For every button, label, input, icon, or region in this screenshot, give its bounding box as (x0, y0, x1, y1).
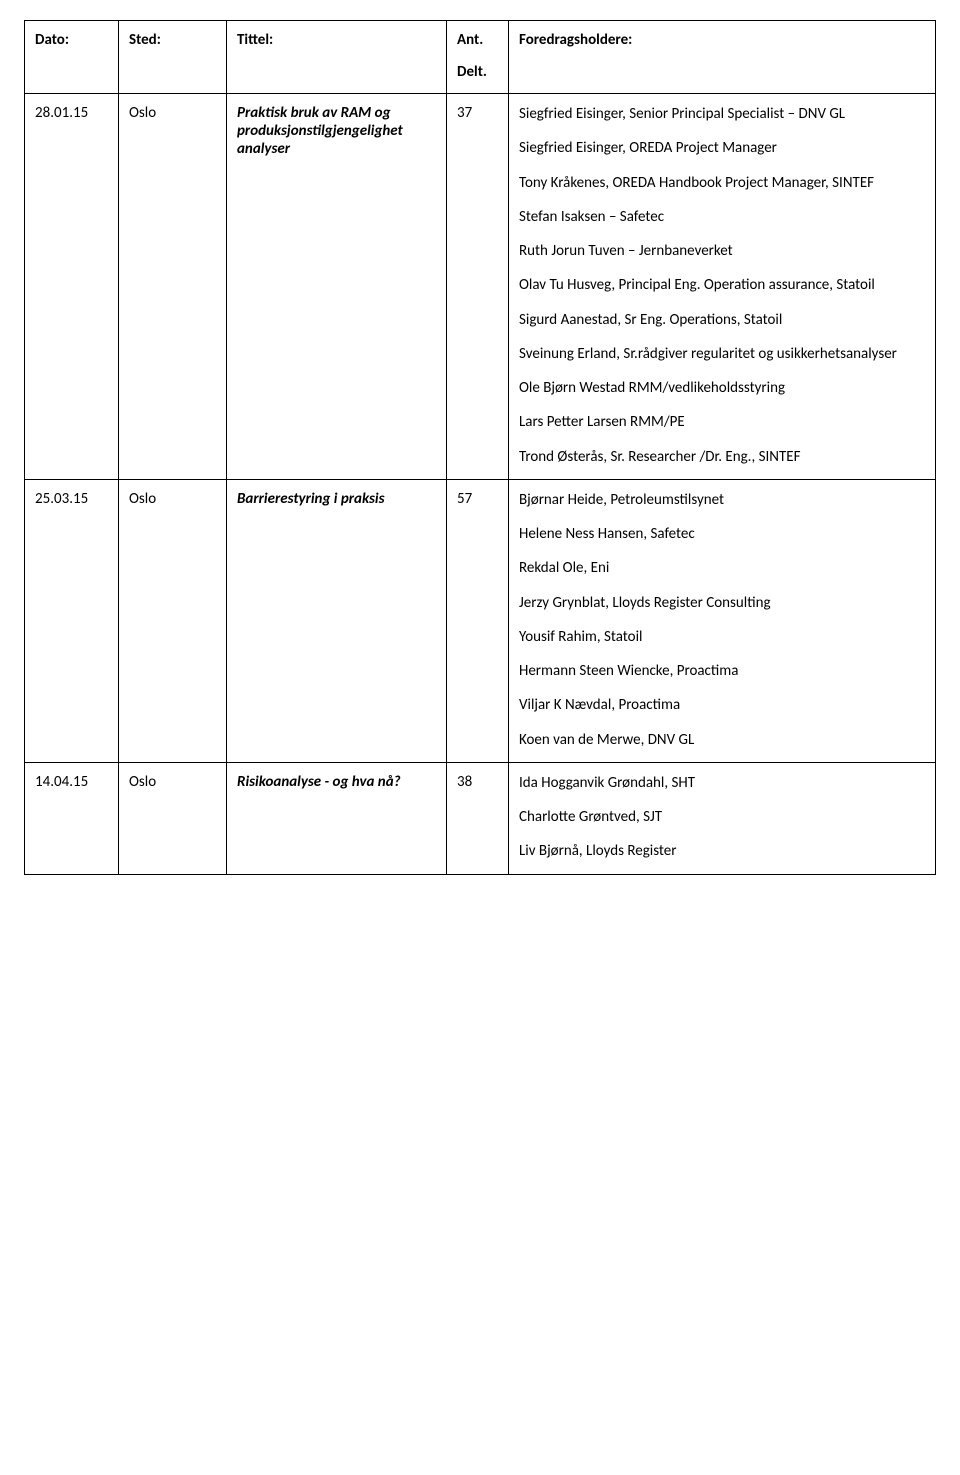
speaker-entry: Siegfried Eisinger, Senior Principal Spe… (519, 104, 925, 124)
cell-tittel: Risikoanalyse - og hva nå? (227, 762, 447, 874)
col-header-sted: Sted: (119, 21, 227, 94)
speaker-entry: Tony Kråkenes, OREDA Handbook Project Ma… (519, 173, 925, 193)
table-row: 25.03.15OsloBarrierestyring i praksis57B… (25, 479, 936, 762)
speaker-entry: Jerzy Grynblat, Lloyds Register Consulti… (519, 593, 925, 613)
speaker-entry: Ida Hogganvik Grøndahl, SHT (519, 773, 925, 793)
col-header-delt-line1: Ant. (457, 31, 483, 49)
cell-sted: Oslo (119, 762, 227, 874)
speaker-entry: Charlotte Grøntved, SJT (519, 807, 925, 827)
cell-dato: 25.03.15 (25, 479, 119, 762)
cell-delt: 38 (447, 762, 509, 874)
speaker-entry: Rekdal Ole, Eni (519, 558, 925, 578)
speaker-entry: Liv Bjørnå, Lloyds Register (519, 841, 925, 861)
speaker-entry: Olav Tu Husveg, Principal Eng. Operation… (519, 275, 925, 295)
speaker-entry: Trond Østerås, Sr. Researcher /Dr. Eng.,… (519, 447, 925, 467)
cell-tittel: Praktisk bruk av RAM og produksjonstilgj… (227, 94, 447, 480)
speaker-entry: Stefan Isaksen – Safetec (519, 207, 925, 227)
table-header-row: Dato: Sted: Tittel: Ant. Delt. Foredrags… (25, 21, 936, 94)
speaker-entry: Viljar K Nævdal, Proactima (519, 695, 925, 715)
speaker-entry: Ruth Jorun Tuven – Jernbaneverket (519, 241, 925, 261)
table-row: 28.01.15OsloPraktisk bruk av RAM og prod… (25, 94, 936, 480)
speaker-entry: Koen van de Merwe, DNV GL (519, 730, 925, 750)
cell-speakers: Siegfried Eisinger, Senior Principal Spe… (509, 94, 936, 480)
cell-dato: 28.01.15 (25, 94, 119, 480)
speaker-entry: Sigurd Aanestad, Sr Eng. Operations, Sta… (519, 310, 925, 330)
cell-speakers: Ida Hogganvik Grøndahl, SHT Charlotte Grø… (509, 762, 936, 874)
speaker-entry: Yousif Rahim, Statoil (519, 627, 925, 647)
speaker-entry: Sveinung Erland, Sr.rådgiver regularitet… (519, 344, 925, 364)
speaker-entry: Lars Petter Larsen RMM/PE (519, 412, 925, 432)
cell-sted: Oslo (119, 94, 227, 480)
cell-delt: 37 (447, 94, 509, 480)
speaker-entry: Hermann Steen Wiencke, Proactima (519, 661, 925, 681)
speaker-entry: Ole Bjørn Westad RMM/vedlikeholdsstyring (519, 378, 925, 398)
cell-delt: 57 (447, 479, 509, 762)
speaker-entry: Siegfried Eisinger, OREDA Project Manage… (519, 138, 925, 158)
events-table: Dato: Sted: Tittel: Ant. Delt. Foredrags… (24, 20, 936, 875)
speaker-entry: Helene Ness Hansen, Safetec (519, 524, 925, 544)
col-header-tittel: Tittel: (227, 21, 447, 94)
cell-speakers: Bjørnar Heide, Petroleumstilsynet Helene … (509, 479, 936, 762)
col-header-dato: Dato: (25, 21, 119, 94)
cell-tittel: Barrierestyring i praksis (227, 479, 447, 762)
cell-sted: Oslo (119, 479, 227, 762)
speaker-entry: Bjørnar Heide, Petroleumstilsynet (519, 490, 925, 510)
col-header-foredrag: Foredragsholdere: (509, 21, 936, 94)
col-header-delt-line2: Delt. (457, 63, 498, 81)
table-row: 14.04.15OsloRisikoanalyse - og hva nå?38… (25, 762, 936, 874)
cell-dato: 14.04.15 (25, 762, 119, 874)
col-header-delt: Ant. Delt. (447, 21, 509, 94)
